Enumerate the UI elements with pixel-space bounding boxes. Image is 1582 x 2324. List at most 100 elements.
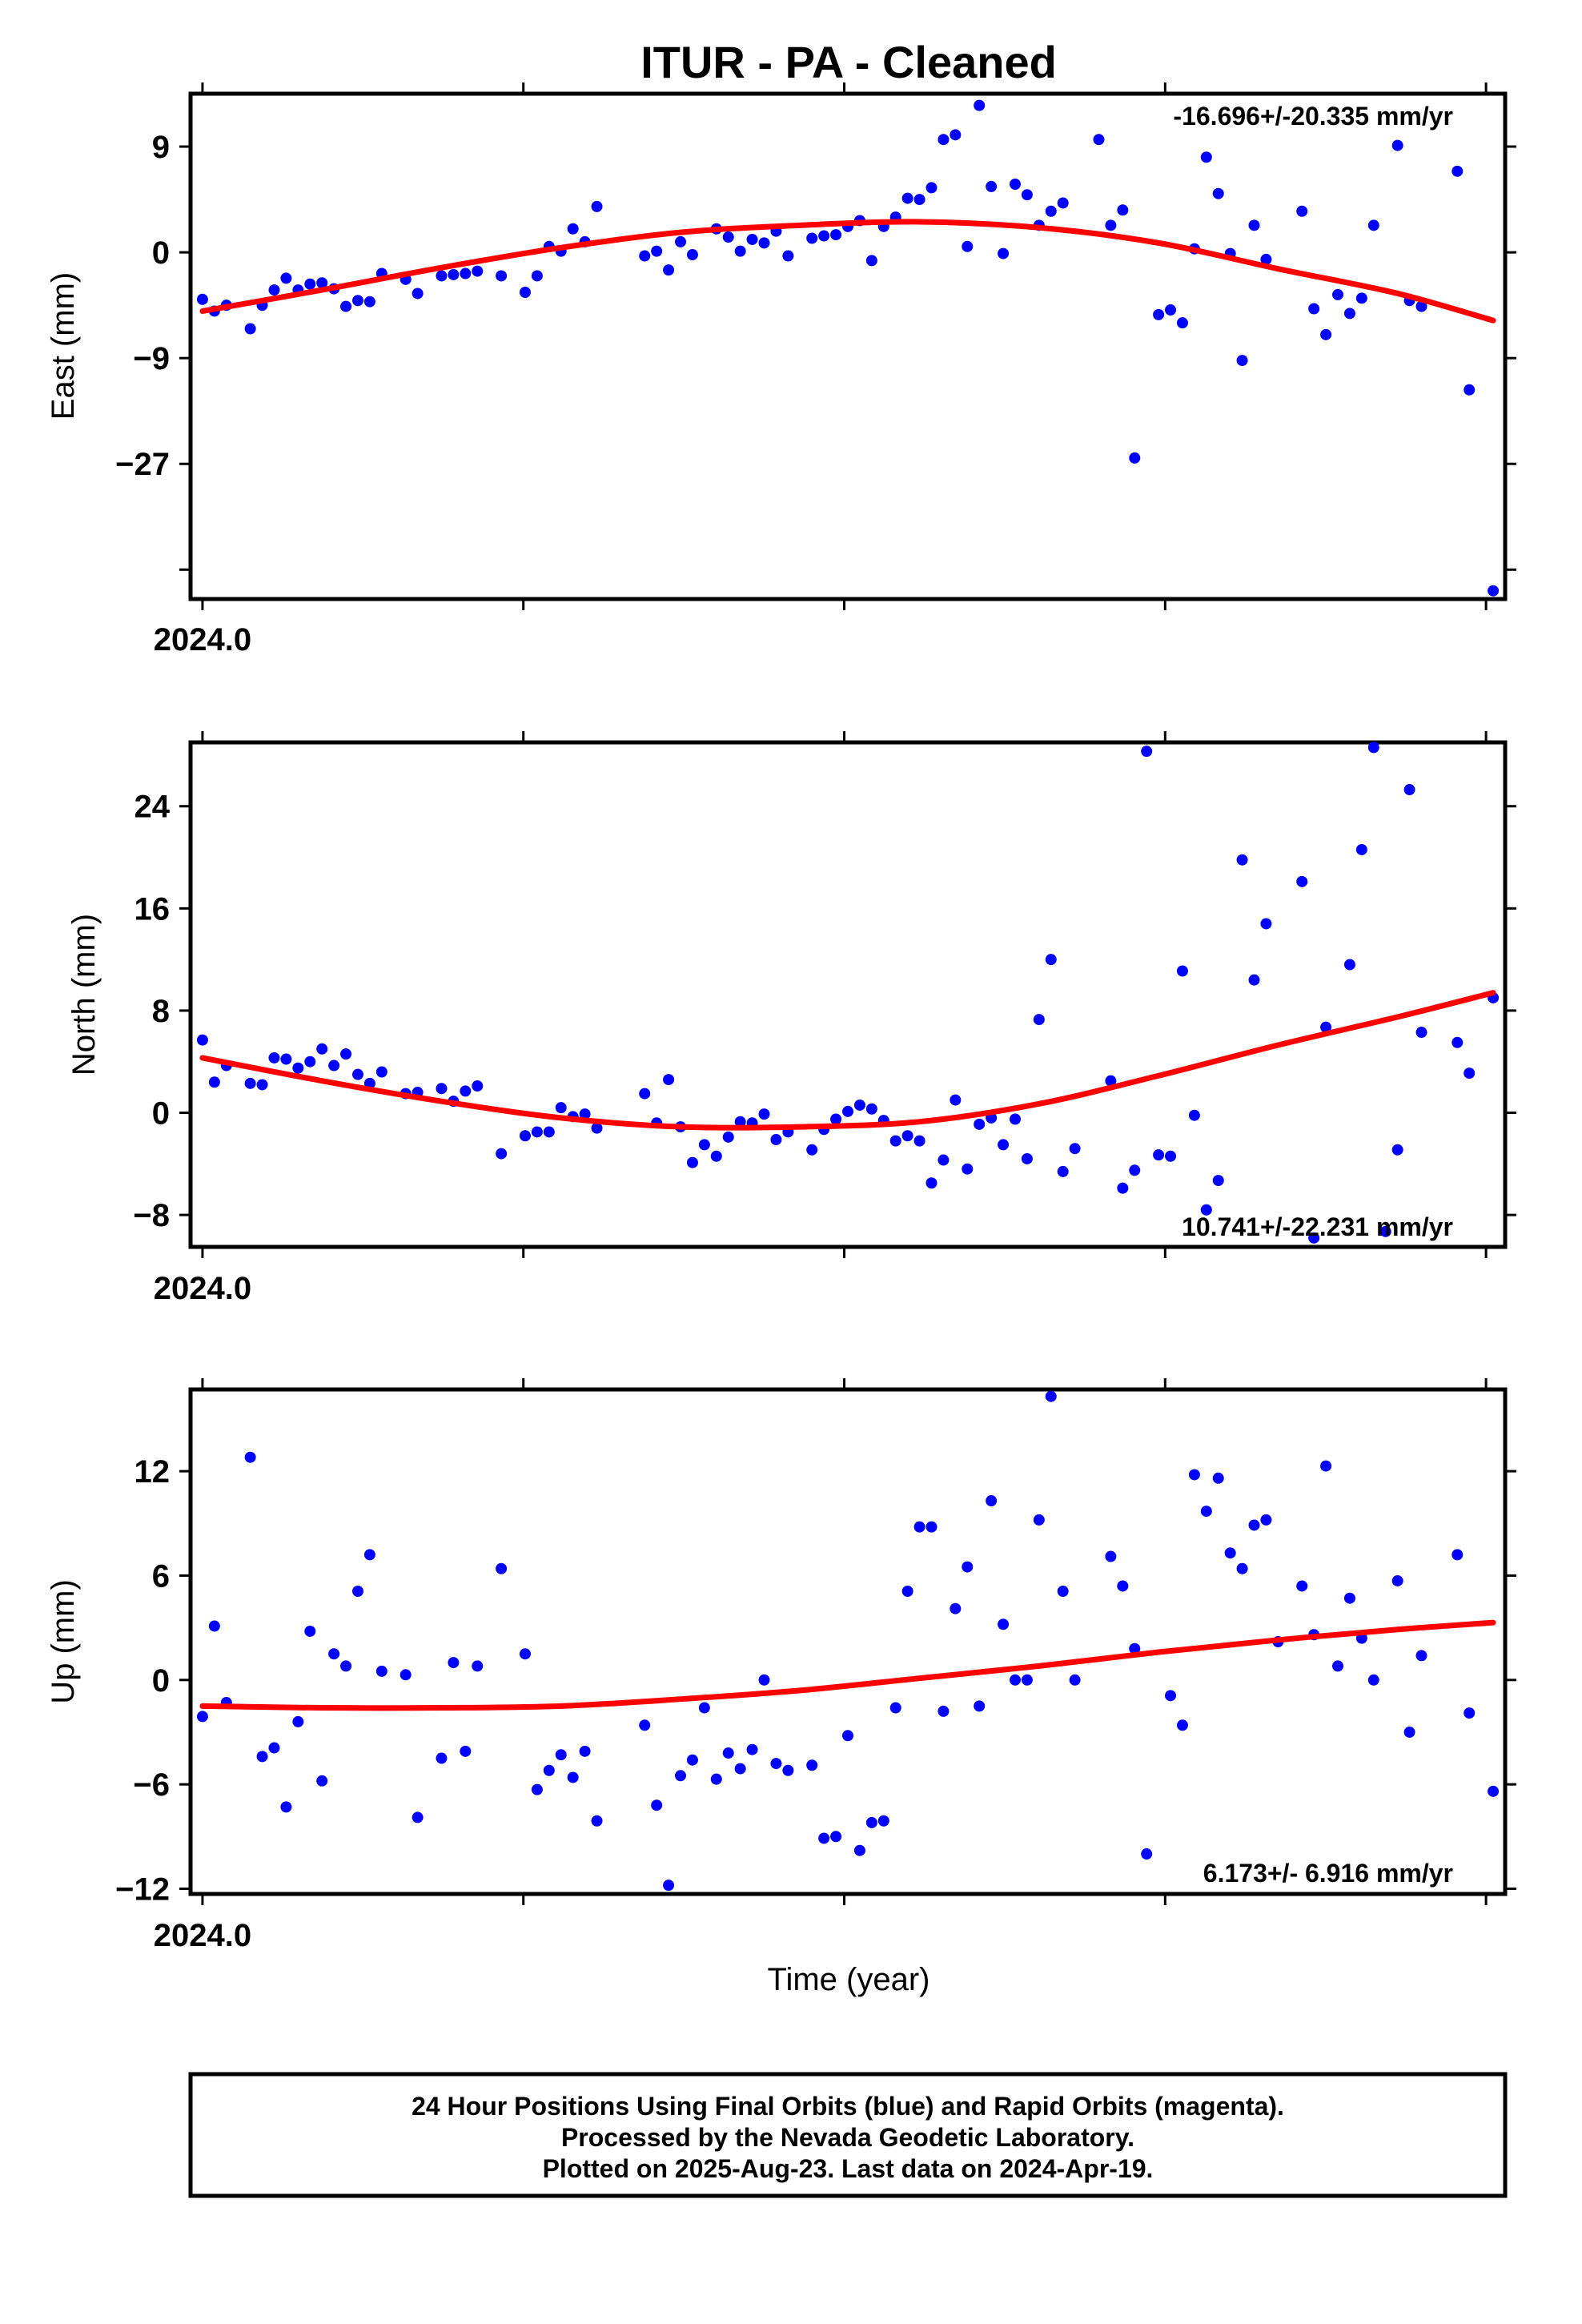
data-point [1391,1574,1403,1586]
data-point [926,1177,938,1189]
data-point [722,1131,734,1143]
data-point [531,270,543,282]
data-point [663,1074,675,1086]
data-point [436,1083,448,1095]
data-point [1260,1514,1272,1526]
data-point [901,1130,913,1142]
data-point [782,250,794,262]
data-point [196,1034,208,1046]
data-point [686,1156,698,1168]
data-point [340,1048,352,1060]
y-tick-label: 12 [135,1454,171,1490]
data-point [901,192,913,204]
data-point [782,1764,794,1776]
data-point [926,182,938,194]
data-point [1332,1660,1344,1672]
data-point [1452,165,1464,177]
data-point [472,1080,484,1092]
data-point [1391,139,1403,151]
data-point [853,1099,865,1111]
data-point [1212,1472,1224,1484]
data-point [1188,1469,1200,1481]
data-point [651,245,663,257]
data-point [1343,308,1355,320]
data-point [208,1620,220,1632]
data-point [363,296,375,308]
data-point [1176,965,1188,977]
data-point [543,1764,555,1776]
data-point [1009,178,1021,190]
y-tick-label: 0 [152,1663,170,1699]
data-point [1367,219,1379,231]
data-point [1009,1113,1021,1125]
footer-line-1: 24 Hour Positions Using Final Orbits (bl… [412,2092,1284,2121]
data-point [758,237,770,249]
data-point [328,1059,340,1072]
data-point [1343,959,1355,971]
data-point [375,1665,387,1677]
data-point [1320,1460,1332,1472]
data-point [268,1742,280,1754]
data-point [663,1880,675,1892]
data-point [1021,189,1033,201]
data-point [1069,1674,1081,1686]
data-point [1057,1586,1069,1597]
data-point [1033,1014,1045,1026]
data-point [830,1831,842,1843]
data-point [938,1154,950,1166]
data-point [292,1062,304,1074]
data-point [1236,854,1248,866]
panel-1: 24 16 8 0 −8 2024.0 North (mm) 10.741+/-22.231 … [66,731,1516,1306]
data-point [639,1088,651,1100]
data-point [400,1669,412,1681]
data-point [460,267,472,279]
data-point [244,323,256,335]
data-point [758,1108,770,1120]
y-axis-label: North (mm) [66,914,102,1076]
data-point [889,1135,901,1147]
data-point [1332,288,1344,300]
chart-title: ITUR - PA - Cleaned [640,37,1057,87]
data-point [1057,197,1069,209]
data-point [998,1618,1010,1630]
data-point [998,1139,1010,1151]
plot-frame [188,740,1508,1249]
data-point [722,1747,734,1759]
data-point [830,1113,842,1125]
data-point [196,293,208,305]
data-point [496,270,508,282]
data-point [651,1799,663,1811]
data-point [436,1752,448,1764]
data-point [256,1751,268,1763]
data-point [351,295,363,307]
data-point [974,99,986,111]
data-point [865,1103,877,1115]
data-point [998,247,1010,259]
data-point [1355,292,1367,304]
data-point [842,1105,853,1117]
y-tick-label: 16 [135,891,171,927]
data-point [1093,134,1105,146]
data-point [1379,1225,1391,1237]
data-point [268,284,280,296]
data-point [1200,1204,1212,1216]
footer-line-3: Plotted on 2025-Aug-23. Last data on 202… [543,2154,1154,2183]
data-point [1464,1707,1476,1719]
data-point [830,229,842,241]
panel-2: 12 6 0 −6 −12 2024.0 Up (mm) 6.173+/- 6.916 mm/… [46,1378,1516,1953]
data-point [1415,1650,1427,1662]
data-point [950,129,962,141]
data-point [639,1719,651,1731]
data-point [1045,1390,1057,1402]
data-point [962,240,974,252]
data-point [818,230,830,242]
data-point [555,1102,567,1114]
data-point [938,1705,950,1717]
data-point [1403,1726,1415,1738]
data-point [974,1700,986,1712]
data-point [1452,1036,1464,1048]
data-point [351,1068,363,1080]
data-point [806,232,818,244]
data-point [1045,205,1057,217]
data-point [1367,1674,1379,1686]
